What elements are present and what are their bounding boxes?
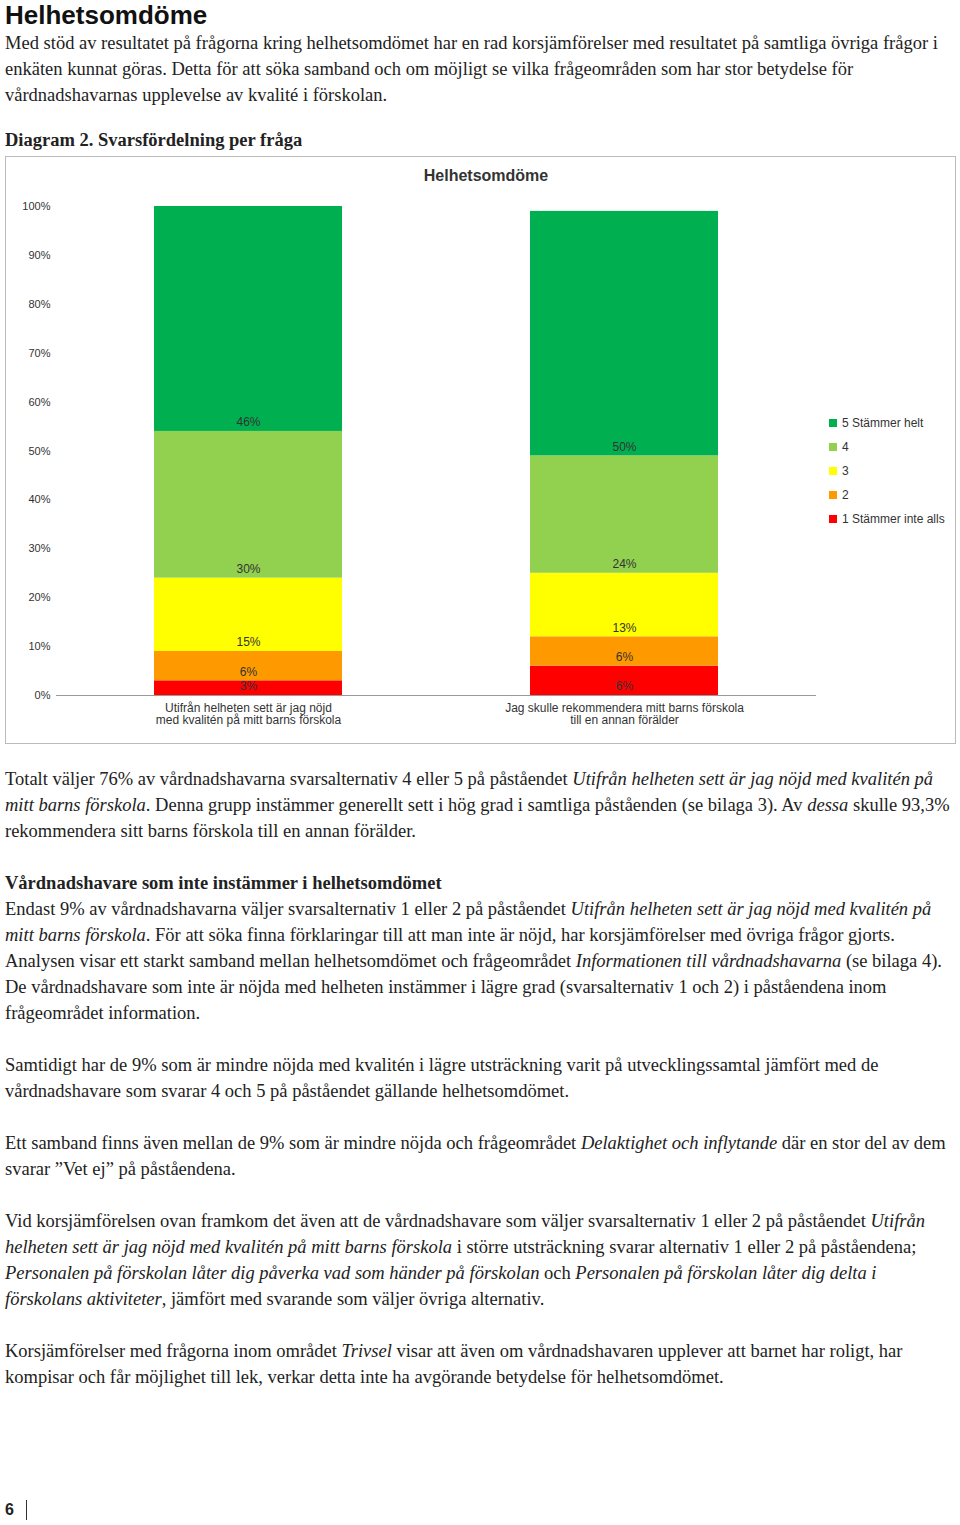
svg-text:40%: 40% <box>28 493 50 505</box>
svg-text:90%: 90% <box>28 249 50 261</box>
html-text:4: 4 <box>842 440 849 454</box>
html-text:Diagram 2. Svarsfördelning per: Diagram 2. Svarsfördelning per fråga <box>5 130 303 150</box>
svg-text:20%: 20% <box>28 591 50 603</box>
svg-text:0%: 0% <box>35 689 51 701</box>
svg-text:46%: 46% <box>236 415 260 429</box>
svg-text:3%: 3% <box>240 679 258 693</box>
svg-text:13%: 13% <box>612 621 636 635</box>
svg-text:30%: 30% <box>236 562 260 576</box>
svg-text:10%: 10% <box>28 640 50 652</box>
html-text:Ett samband finns även mellan: Ett samband finns även mellan de 9% som … <box>5 1133 946 1179</box>
svg-text:80%: 80% <box>28 298 50 310</box>
svg-text:30%: 30% <box>28 542 50 554</box>
svg-text:15%: 15% <box>236 635 260 649</box>
svg-text:24%: 24% <box>612 557 636 571</box>
html-text:Helhetsomdöme: Helhetsomdöme <box>5 0 208 30</box>
html-text:5 Stämmer helt: 5 Stämmer helt <box>842 416 924 430</box>
html-text:Korsjämförelser med frågorna i: Korsjämförelser med frågorna inom område… <box>5 1341 903 1387</box>
svg-text:6%: 6% <box>616 679 634 693</box>
svg-text:6%: 6% <box>616 650 634 664</box>
html-text:Personalen på förskolan låter: Personalen på förskolan låter dig påverk… <box>5 1263 877 1309</box>
html-text:6: 6 <box>5 1501 14 1518</box>
svg-text:50%: 50% <box>612 440 636 454</box>
html-text:Samtidigt har de 9% som är min: Samtidigt har de 9% som är mindre nöjda … <box>5 1055 879 1101</box>
html-text:1 Stämmer inte alls: 1 Stämmer inte alls <box>842 512 945 526</box>
svg-text:Utifrån helheten sett är jag n: Utifrån helheten sett är jag nöjdmed kva… <box>156 701 342 727</box>
svg-text:50%: 50% <box>28 445 50 457</box>
html-text:Totalt väljer 76% av vårdnadsh: Totalt väljer 76% av vårdnadshavarna sva… <box>5 769 950 841</box>
html-text:2: 2 <box>842 488 849 502</box>
svg-text:Jag skulle rekommendera mitt b: Jag skulle rekommendera mitt barns försk… <box>505 701 744 727</box>
html-text:Endast 9% av vårdnadshavarna v: Endast 9% av vårdnadshavarna väljer svar… <box>5 899 942 1023</box>
svg-text:70%: 70% <box>28 347 50 359</box>
svg-text:6%: 6% <box>240 665 258 679</box>
html-text:3: 3 <box>842 464 849 478</box>
svg-text:100%: 100% <box>22 200 50 212</box>
html-text:Helhetsomdöme: Helhetsomdöme <box>423 167 549 184</box>
html-text:Med stöd av resultatet på fråg: Med stöd av resultatet på frågorna kring… <box>5 33 938 105</box>
html-text:Vid korsjämförelsen ovan framk: Vid korsjämförelsen ovan framkom det äve… <box>5 1211 925 1257</box>
svg-text:60%: 60% <box>28 396 50 408</box>
html-text:Vårdnadshavare som inte instäm: Vårdnadshavare som inte instämmer i helh… <box>5 873 442 893</box>
